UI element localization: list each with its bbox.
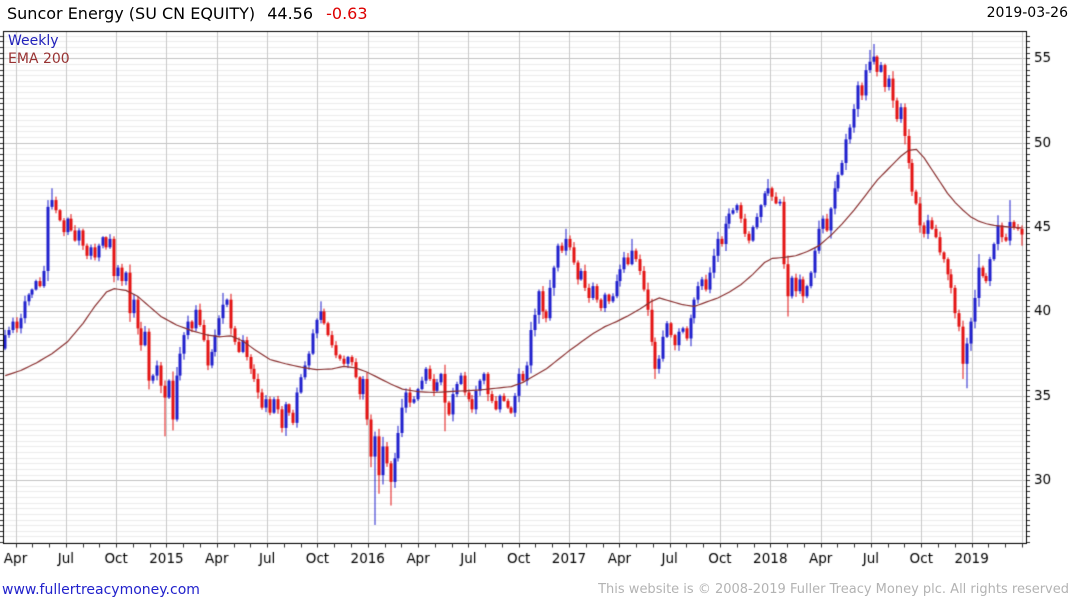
page-title: Suncor Energy (SU CN EQUITY) 44.56 -0.63 bbox=[7, 4, 368, 23]
instrument-title: Suncor Energy (SU CN EQUITY) bbox=[7, 4, 256, 23]
chart-date: 2019-03-26 bbox=[986, 5, 1068, 21]
site-link[interactable]: www.fullertreacymoney.com bbox=[2, 582, 200, 598]
last-price: 44.56 bbox=[267, 4, 314, 23]
price-change: -0.63 bbox=[326, 4, 368, 23]
legend-weekly: Weekly bbox=[8, 33, 59, 49]
legend-ema-200: EMA 200 bbox=[8, 51, 70, 67]
copyright-text: This website is © 2008-2019 Fuller Treac… bbox=[598, 582, 1069, 597]
